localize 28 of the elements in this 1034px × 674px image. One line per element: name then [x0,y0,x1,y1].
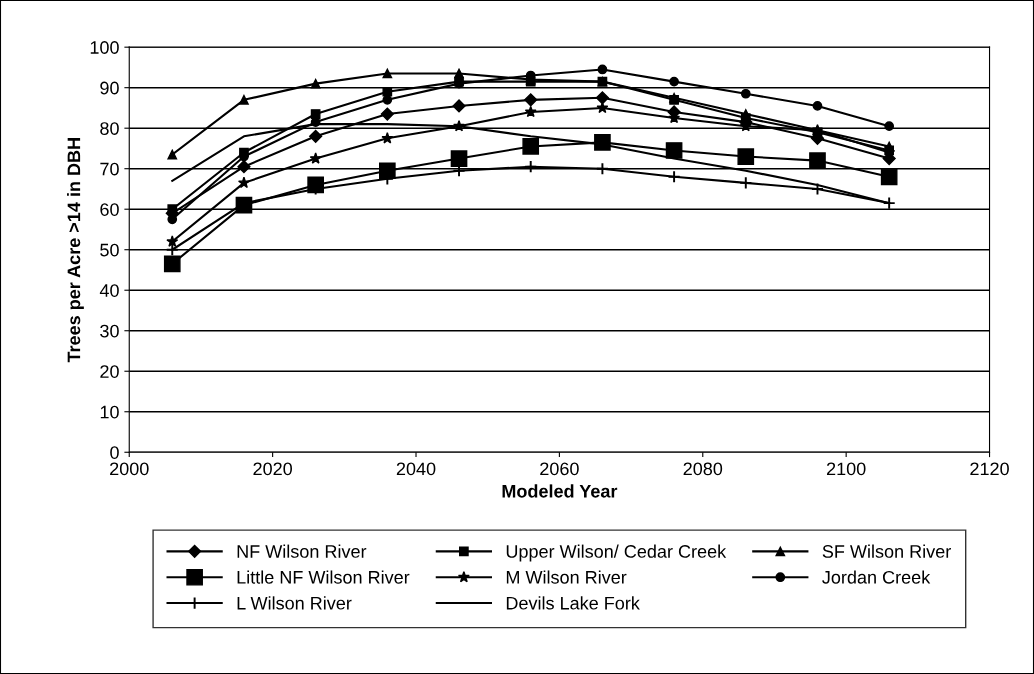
x-axis-title: Modeled Year [502,484,618,498]
legend-label: L Wilson River [237,596,352,610]
legend-label: Little NF Wilson River [237,570,410,584]
x-tick-label: 2080 [683,462,723,476]
legend-label: NF Wilson River [237,544,367,558]
x-tick-label: 2100 [826,462,866,476]
y-tick-label: 40 [99,284,119,297]
x-tick-label: 2040 [396,462,436,476]
y-tick-label: 0 [110,446,119,459]
y-tick-label: 100 [90,41,119,54]
x-tick-label: 2060 [540,462,579,476]
legend-label: M Wilson River [506,570,627,584]
legend-label: Devils Lake Fork [506,596,640,610]
x-tick-label: 2020 [253,462,293,476]
x-tick-label: 2120 [970,462,1009,476]
y-tick-label: 20 [100,365,119,378]
legend-label: Jordan Creek [822,570,931,584]
y-tick-label: 90 [100,81,119,95]
y-tick-label: 30 [100,324,119,338]
y-axis-title: Trees per Acre >14 in DBH [67,138,84,363]
y-tick-label: 60 [100,203,119,216]
y-tick-label: 80 [100,122,119,135]
y-tick-label: 50 [100,243,119,257]
legend-label: SF Wilson River [822,544,951,558]
x-tick-label: 2000 [110,462,149,476]
y-tick-label: 10 [100,405,119,419]
y-tick-label: 70 [100,162,119,176]
legend-label: Upper Wilson/ Cedar Creek [506,544,727,562]
